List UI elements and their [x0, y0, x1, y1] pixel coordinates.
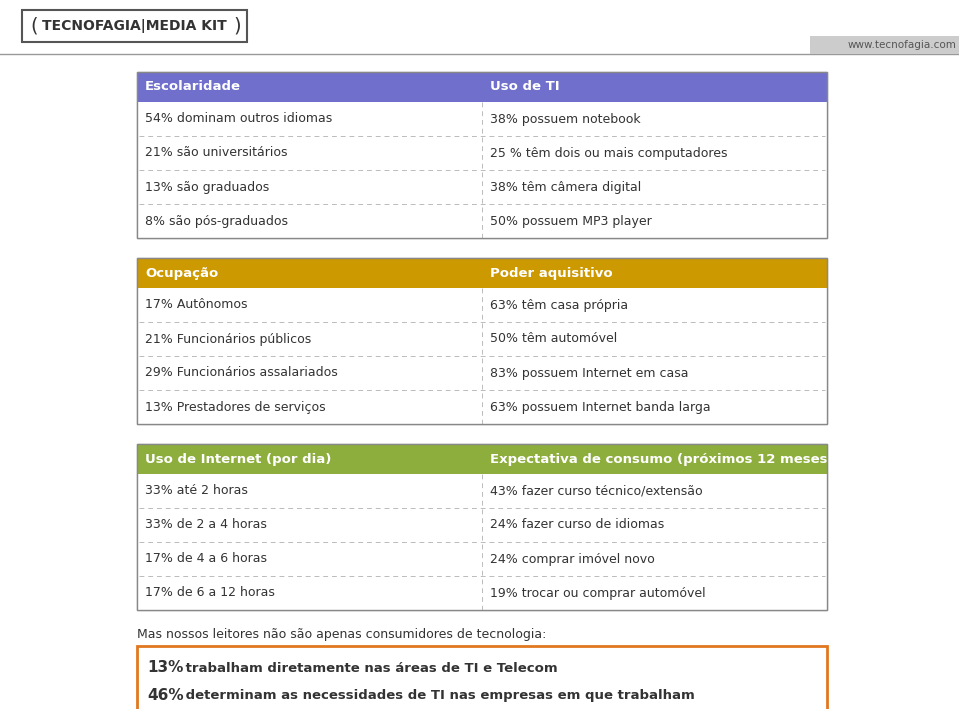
Text: Expectativa de consumo (próximos 12 meses): Expectativa de consumo (próximos 12 mese…: [490, 452, 833, 466]
Text: 21% Funcionários públicos: 21% Funcionários públicos: [145, 333, 312, 345]
Text: 25 % têm dois ou mais computadores: 25 % têm dois ou mais computadores: [490, 147, 728, 160]
Text: 63% têm casa própria: 63% têm casa própria: [490, 298, 628, 311]
Text: 13%: 13%: [147, 661, 183, 676]
Text: 17% de 4 a 6 horas: 17% de 4 a 6 horas: [145, 552, 267, 566]
Text: 50% possuem MP3 player: 50% possuem MP3 player: [490, 215, 652, 228]
Text: 19% trocar ou comprar automóvel: 19% trocar ou comprar automóvel: [490, 586, 706, 600]
Text: ): ): [233, 16, 241, 35]
Text: 13% Prestadores de serviços: 13% Prestadores de serviços: [145, 401, 326, 413]
Text: 38% possuem notebook: 38% possuem notebook: [490, 113, 641, 125]
Bar: [137, 258, 827, 288]
Text: 29% Funcionários assalariados: 29% Funcionários assalariados: [145, 367, 338, 379]
Bar: [137, 444, 827, 474]
Text: 17% Autônomos: 17% Autônomos: [145, 298, 247, 311]
Bar: [137, 444, 827, 610]
Text: 8% são pós-graduados: 8% são pós-graduados: [145, 215, 288, 228]
Bar: [137, 136, 827, 170]
Text: 38% têm câmera digital: 38% têm câmera digital: [490, 181, 642, 194]
Bar: [137, 72, 827, 102]
Bar: [137, 322, 827, 356]
Text: Uso de TI: Uso de TI: [490, 81, 560, 94]
Bar: [137, 102, 827, 136]
Text: 83% possuem Internet em casa: 83% possuem Internet em casa: [490, 367, 689, 379]
Bar: [137, 576, 827, 610]
Bar: [137, 72, 827, 238]
Text: 63% possuem Internet banda larga: 63% possuem Internet banda larga: [490, 401, 711, 413]
Bar: [137, 72, 827, 238]
Text: www.tecnofagia.com: www.tecnofagia.com: [847, 40, 956, 50]
Text: 54% dominam outros idiomas: 54% dominam outros idiomas: [145, 113, 332, 125]
Bar: [137, 444, 827, 610]
Text: 21% são universitários: 21% são universitários: [145, 147, 288, 160]
Bar: [137, 258, 827, 424]
Bar: [137, 170, 827, 204]
Bar: [22, 10, 247, 42]
Text: 24% fazer curso de idiomas: 24% fazer curso de idiomas: [490, 518, 665, 532]
Text: trabalham diretamente nas áreas de TI e Telecom: trabalham diretamente nas áreas de TI e …: [181, 661, 557, 674]
Bar: [137, 474, 827, 508]
Text: Poder aquisitivo: Poder aquisitivo: [490, 267, 613, 279]
Text: determinam as necessidades de TI nas empresas em que trabalham: determinam as necessidades de TI nas emp…: [181, 689, 694, 703]
Bar: [810, 36, 959, 54]
Bar: [137, 288, 827, 322]
Bar: [137, 390, 827, 424]
Bar: [137, 258, 827, 424]
Text: 43% fazer curso técnico/extensão: 43% fazer curso técnico/extensão: [490, 484, 703, 498]
Text: Escolaridade: Escolaridade: [145, 81, 241, 94]
Bar: [137, 204, 827, 238]
Text: Ocupação: Ocupação: [145, 267, 219, 279]
Text: 33% até 2 horas: 33% até 2 horas: [145, 484, 247, 498]
Text: Mas nossos leitores não são apenas consumidores de tecnologia:: Mas nossos leitores não são apenas consu…: [137, 628, 547, 641]
Bar: [137, 646, 827, 709]
Text: 50% têm automóvel: 50% têm automóvel: [490, 333, 618, 345]
Text: 46%: 46%: [147, 688, 183, 703]
Text: 33% de 2 a 4 horas: 33% de 2 a 4 horas: [145, 518, 267, 532]
Text: 24% comprar imóvel novo: 24% comprar imóvel novo: [490, 552, 655, 566]
Bar: [137, 508, 827, 542]
Bar: [137, 542, 827, 576]
Text: 17% de 6 a 12 horas: 17% de 6 a 12 horas: [145, 586, 275, 600]
Text: Uso de Internet (por dia): Uso de Internet (por dia): [145, 452, 332, 466]
Text: (: (: [30, 16, 37, 35]
Text: 13% são graduados: 13% são graduados: [145, 181, 269, 194]
Text: TECNOFAGIA|MEDIA KIT: TECNOFAGIA|MEDIA KIT: [42, 19, 226, 33]
Bar: [137, 356, 827, 390]
